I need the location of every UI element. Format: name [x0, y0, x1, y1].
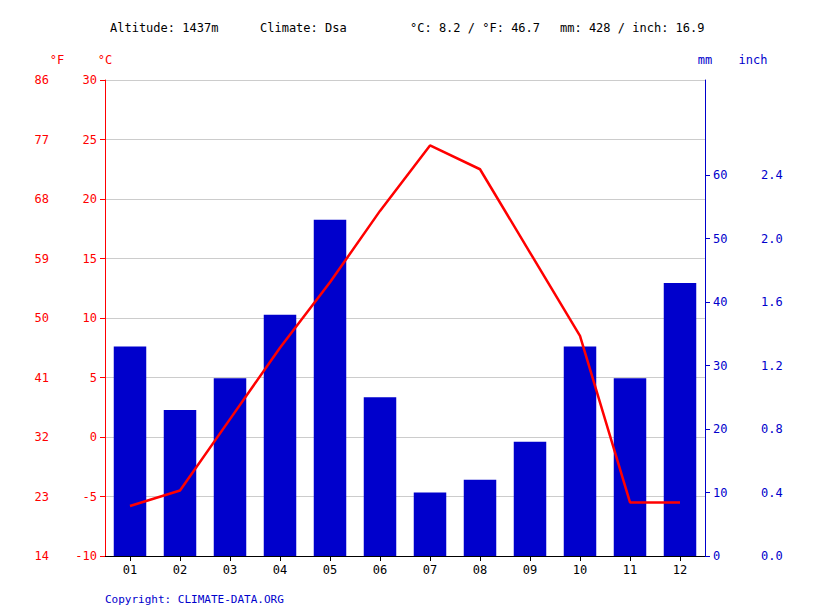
svg-text:20: 20	[713, 422, 727, 436]
svg-text:06: 06	[373, 563, 387, 577]
svg-text:14: 14	[35, 549, 49, 563]
svg-text:09: 09	[523, 563, 537, 577]
svg-text:59: 59	[35, 252, 49, 266]
svg-text:Copyright: CLIMATE-DATA.ORG: Copyright: CLIMATE-DATA.ORG	[105, 593, 284, 606]
svg-text:11: 11	[623, 563, 637, 577]
svg-text:Climate: Dsa: Climate: Dsa	[260, 21, 347, 35]
svg-text:04: 04	[273, 563, 287, 577]
svg-text:°C: 8.2 / °F: 46.7: °C: 8.2 / °F: 46.7	[410, 21, 540, 35]
svg-text:30: 30	[83, 73, 97, 87]
svg-text:0: 0	[713, 549, 720, 563]
svg-text:50: 50	[35, 311, 49, 325]
svg-text:23: 23	[35, 490, 49, 504]
svg-text:30: 30	[713, 359, 727, 373]
svg-text:10: 10	[713, 486, 727, 500]
svg-text:15: 15	[83, 252, 97, 266]
svg-text:-10: -10	[75, 549, 97, 563]
svg-text:1.2: 1.2	[761, 359, 783, 373]
svg-text:50: 50	[713, 232, 727, 246]
svg-text:32: 32	[35, 430, 49, 444]
svg-text:mm: mm	[698, 53, 712, 67]
svg-text:41: 41	[35, 371, 49, 385]
svg-text:68: 68	[35, 192, 49, 206]
svg-text:77: 77	[35, 133, 49, 147]
svg-text:03: 03	[223, 563, 237, 577]
svg-text:07: 07	[423, 563, 437, 577]
svg-text:0.4: 0.4	[761, 486, 783, 500]
svg-text:08: 08	[473, 563, 487, 577]
svg-text:2.4: 2.4	[761, 168, 783, 182]
svg-text:60: 60	[713, 168, 727, 182]
svg-text:0: 0	[90, 430, 97, 444]
svg-text:0.8: 0.8	[761, 422, 783, 436]
svg-text:10: 10	[573, 563, 587, 577]
svg-text:Altitude: 1437m: Altitude: 1437m	[110, 21, 218, 35]
svg-text:02: 02	[173, 563, 187, 577]
svg-text:1.6: 1.6	[761, 295, 783, 309]
svg-text:12: 12	[673, 563, 687, 577]
svg-text:2.0: 2.0	[761, 232, 783, 246]
svg-text:01: 01	[123, 563, 137, 577]
svg-text:0.0: 0.0	[761, 549, 783, 563]
svg-text:40: 40	[713, 295, 727, 309]
svg-text:°F: °F	[50, 53, 64, 67]
svg-text:25: 25	[83, 133, 97, 147]
svg-text:10: 10	[83, 311, 97, 325]
svg-text:5: 5	[90, 371, 97, 385]
svg-text:86: 86	[35, 73, 49, 87]
svg-text:mm: 428 / inch: 16.9: mm: 428 / inch: 16.9	[560, 21, 705, 35]
svg-text:°C: °C	[98, 53, 112, 67]
svg-text:-5: -5	[83, 490, 97, 504]
svg-text:inch: inch	[739, 53, 768, 67]
svg-text:20: 20	[83, 192, 97, 206]
svg-text:05: 05	[323, 563, 337, 577]
